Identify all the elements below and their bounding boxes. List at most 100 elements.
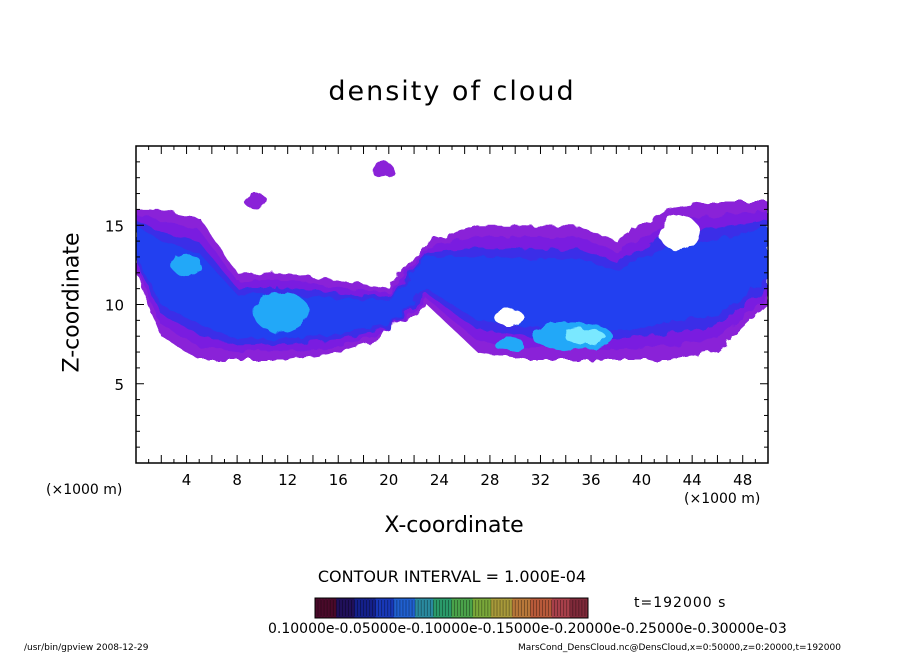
colorbar-swatch xyxy=(475,598,480,618)
colorbar-swatch xyxy=(454,598,458,618)
colorbar-swatch xyxy=(348,598,352,618)
colorbar-swatch xyxy=(442,598,446,618)
cloud-gap xyxy=(381,318,447,370)
colorbar-swatch xyxy=(421,598,425,618)
x-tick-label: 8 xyxy=(232,471,242,489)
colorbar-swatch xyxy=(409,598,413,618)
cloud-core xyxy=(253,291,310,334)
colorbar-swatch xyxy=(399,598,404,618)
x-tick-label: 20 xyxy=(379,471,398,489)
colorbar-swatch xyxy=(354,598,358,618)
colorbar-swatch xyxy=(490,598,495,618)
colorbar-swatch xyxy=(557,598,561,618)
colorbar-swatch xyxy=(536,598,540,618)
colorbar-swatch xyxy=(351,598,355,618)
colorbar-swatch xyxy=(478,598,483,618)
colorbar-swatch xyxy=(375,598,379,618)
colorbar-swatch xyxy=(448,598,452,618)
x-tick-label: 28 xyxy=(480,471,499,489)
cloud-core xyxy=(564,328,605,345)
x-tick-label: 48 xyxy=(733,471,752,489)
colorbar-swatch xyxy=(497,598,501,618)
x-axis-unit-right: (×1000 m) xyxy=(684,491,761,507)
contour-interval-label: CONTOUR INTERVAL = 1.000E-04 xyxy=(317,567,587,586)
time-label: t=192000 s xyxy=(634,595,727,611)
colorbar-swatch xyxy=(324,598,328,618)
cloud-core xyxy=(493,337,525,351)
colorbar-frame xyxy=(314,597,589,619)
colorbar-swatch xyxy=(551,598,555,618)
colorbar-swatch xyxy=(406,598,410,618)
colorbar-swatch xyxy=(342,598,346,618)
colorbar-swatch xyxy=(521,598,525,618)
footer-source: MarsCond_DensCloud.nc@DensCloud,x=0:5000… xyxy=(518,643,841,653)
colorbar-swatch xyxy=(472,598,477,618)
x-tick-label: 36 xyxy=(581,471,600,489)
colorbar-swatch xyxy=(578,598,583,618)
colorbar-swatch xyxy=(357,598,361,618)
colorbar xyxy=(314,597,589,619)
colorbar-swatch xyxy=(402,598,407,618)
colorbar-swatch xyxy=(366,598,370,618)
colorbar-labels: 0.10000e-0.05000e-0.10000e-0.15000e-0.20… xyxy=(268,621,787,637)
colorbar-swatch xyxy=(424,598,428,618)
colorbar-swatch xyxy=(384,598,389,618)
colorbar-swatch xyxy=(345,598,349,618)
cloud-gap xyxy=(659,215,700,251)
cloud-gap xyxy=(493,309,525,326)
colorbar-swatch xyxy=(427,598,431,618)
x-tick-label: 24 xyxy=(430,471,449,489)
colorbar-swatch xyxy=(369,598,373,618)
colorbar-swatch xyxy=(539,598,543,618)
colorbar-swatch xyxy=(433,598,437,618)
cloud-density-field xyxy=(136,161,768,370)
colorbar-swatch xyxy=(436,598,440,618)
colorbar-swatch xyxy=(563,598,568,618)
footer-program-date: /usr/bin/gpview 2008-12-29 xyxy=(24,643,149,653)
colorbar-swatch xyxy=(481,598,486,618)
colorbar-swatch xyxy=(493,598,498,618)
colorbar-swatch xyxy=(530,598,534,618)
colorbar-swatch xyxy=(512,598,516,618)
colorbar-swatch xyxy=(418,598,422,618)
x-tick-label: 32 xyxy=(531,471,550,489)
colorbar-swatch xyxy=(381,598,386,618)
colorbar-swatch xyxy=(581,598,586,618)
colorbar-swatch xyxy=(430,598,434,618)
colorbar-swatch xyxy=(527,598,531,618)
colorbar-swatch xyxy=(584,598,589,618)
colorbar-swatch xyxy=(542,598,546,618)
axis-ticks xyxy=(136,146,768,463)
colorbar-swatch xyxy=(560,598,565,618)
colorbar-swatch xyxy=(509,598,513,618)
colorbar-swatch xyxy=(463,598,467,618)
x-axis-unit-left: (×1000 m) xyxy=(46,482,123,498)
x-tick-label: 12 xyxy=(278,471,297,489)
cloud-cell xyxy=(371,161,394,178)
colorbar-swatch xyxy=(390,598,395,618)
cloud-core xyxy=(171,253,202,276)
colorbar-swatch xyxy=(378,598,383,618)
colorbar-swatch xyxy=(500,598,504,618)
y-axis-label: Z-coordinate xyxy=(59,232,85,373)
colorbar-swatch xyxy=(569,598,574,618)
colorbar-swatch xyxy=(518,598,522,618)
colorbar-swatch xyxy=(484,598,489,618)
colorbar-swatch xyxy=(460,598,464,618)
colorbar-swatch xyxy=(372,598,376,618)
x-tick-label: 16 xyxy=(329,471,348,489)
colorbar-swatch xyxy=(524,598,528,618)
y-tick-label: 10 xyxy=(105,297,124,315)
chart-title: density of cloud xyxy=(328,76,576,107)
y-tick-label: 15 xyxy=(105,217,124,235)
cloud-cell xyxy=(244,193,268,210)
colorbar-swatch xyxy=(363,598,367,618)
cloud-gap xyxy=(439,185,528,218)
colorbar-swatch xyxy=(333,598,337,618)
colorbar-swatch xyxy=(330,598,334,618)
colorbar-swatch xyxy=(533,598,537,618)
colorbar-swatch xyxy=(487,598,492,618)
colorbar-swatch xyxy=(336,598,340,618)
